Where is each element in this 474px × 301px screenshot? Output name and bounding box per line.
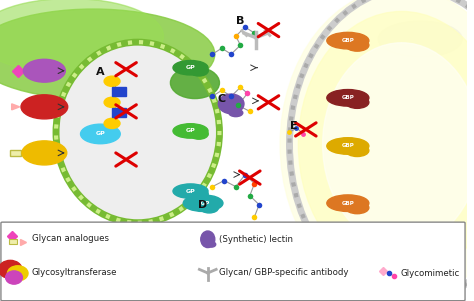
Ellipse shape [298,11,474,278]
Ellipse shape [346,144,369,157]
Polygon shape [12,104,19,110]
Ellipse shape [201,231,215,247]
Text: rGP: rGP [199,201,210,206]
Text: (Synthetic) lectin: (Synthetic) lectin [219,235,293,244]
Text: C: C [218,94,226,104]
Text: GP: GP [186,65,195,70]
Ellipse shape [327,138,369,154]
Ellipse shape [327,195,369,211]
Text: GP: GP [96,132,105,136]
Text: Glycomimetic: Glycomimetic [401,268,460,278]
Ellipse shape [190,129,208,139]
Text: B: B [236,16,245,26]
Ellipse shape [171,67,219,98]
Ellipse shape [173,124,208,138]
Ellipse shape [23,59,65,82]
Text: GBP: GBP [341,38,354,43]
Ellipse shape [219,94,244,113]
Ellipse shape [56,42,219,223]
Ellipse shape [207,242,216,247]
Bar [10,150,20,156]
Circle shape [104,118,120,129]
Text: Glycan analogues: Glycan analogues [32,234,109,243]
Text: Glycan/ GBP-specific antibody: Glycan/ GBP-specific antibody [219,268,349,277]
Text: E: E [291,121,298,132]
Text: GBP: GBP [341,144,354,148]
Ellipse shape [323,43,474,246]
Ellipse shape [8,266,28,281]
Ellipse shape [173,61,208,75]
Ellipse shape [280,0,474,301]
Ellipse shape [0,260,22,278]
Text: GBP: GBP [341,95,354,100]
Bar [112,87,126,96]
Ellipse shape [81,124,120,144]
Ellipse shape [173,184,208,198]
Text: A: A [96,67,105,77]
Ellipse shape [229,109,243,116]
Ellipse shape [0,9,215,99]
Ellipse shape [190,65,208,76]
Ellipse shape [378,21,462,57]
Ellipse shape [200,202,219,213]
Ellipse shape [346,96,369,108]
Ellipse shape [327,33,369,49]
Ellipse shape [0,0,164,74]
Ellipse shape [346,202,369,214]
Ellipse shape [183,195,223,211]
Text: GP: GP [186,189,195,194]
Text: GBP: GBP [341,201,354,206]
Ellipse shape [327,90,369,106]
Circle shape [104,97,120,107]
Ellipse shape [346,39,369,51]
Text: D: D [199,200,208,210]
Text: Glycosyltransferase: Glycosyltransferase [32,268,117,277]
Ellipse shape [21,95,68,119]
Bar [9,239,17,244]
Ellipse shape [6,271,22,284]
Text: GP: GP [186,129,195,133]
Ellipse shape [22,141,67,165]
Circle shape [104,76,120,86]
Bar [112,108,126,117]
Ellipse shape [190,189,208,200]
FancyBboxPatch shape [1,222,465,301]
